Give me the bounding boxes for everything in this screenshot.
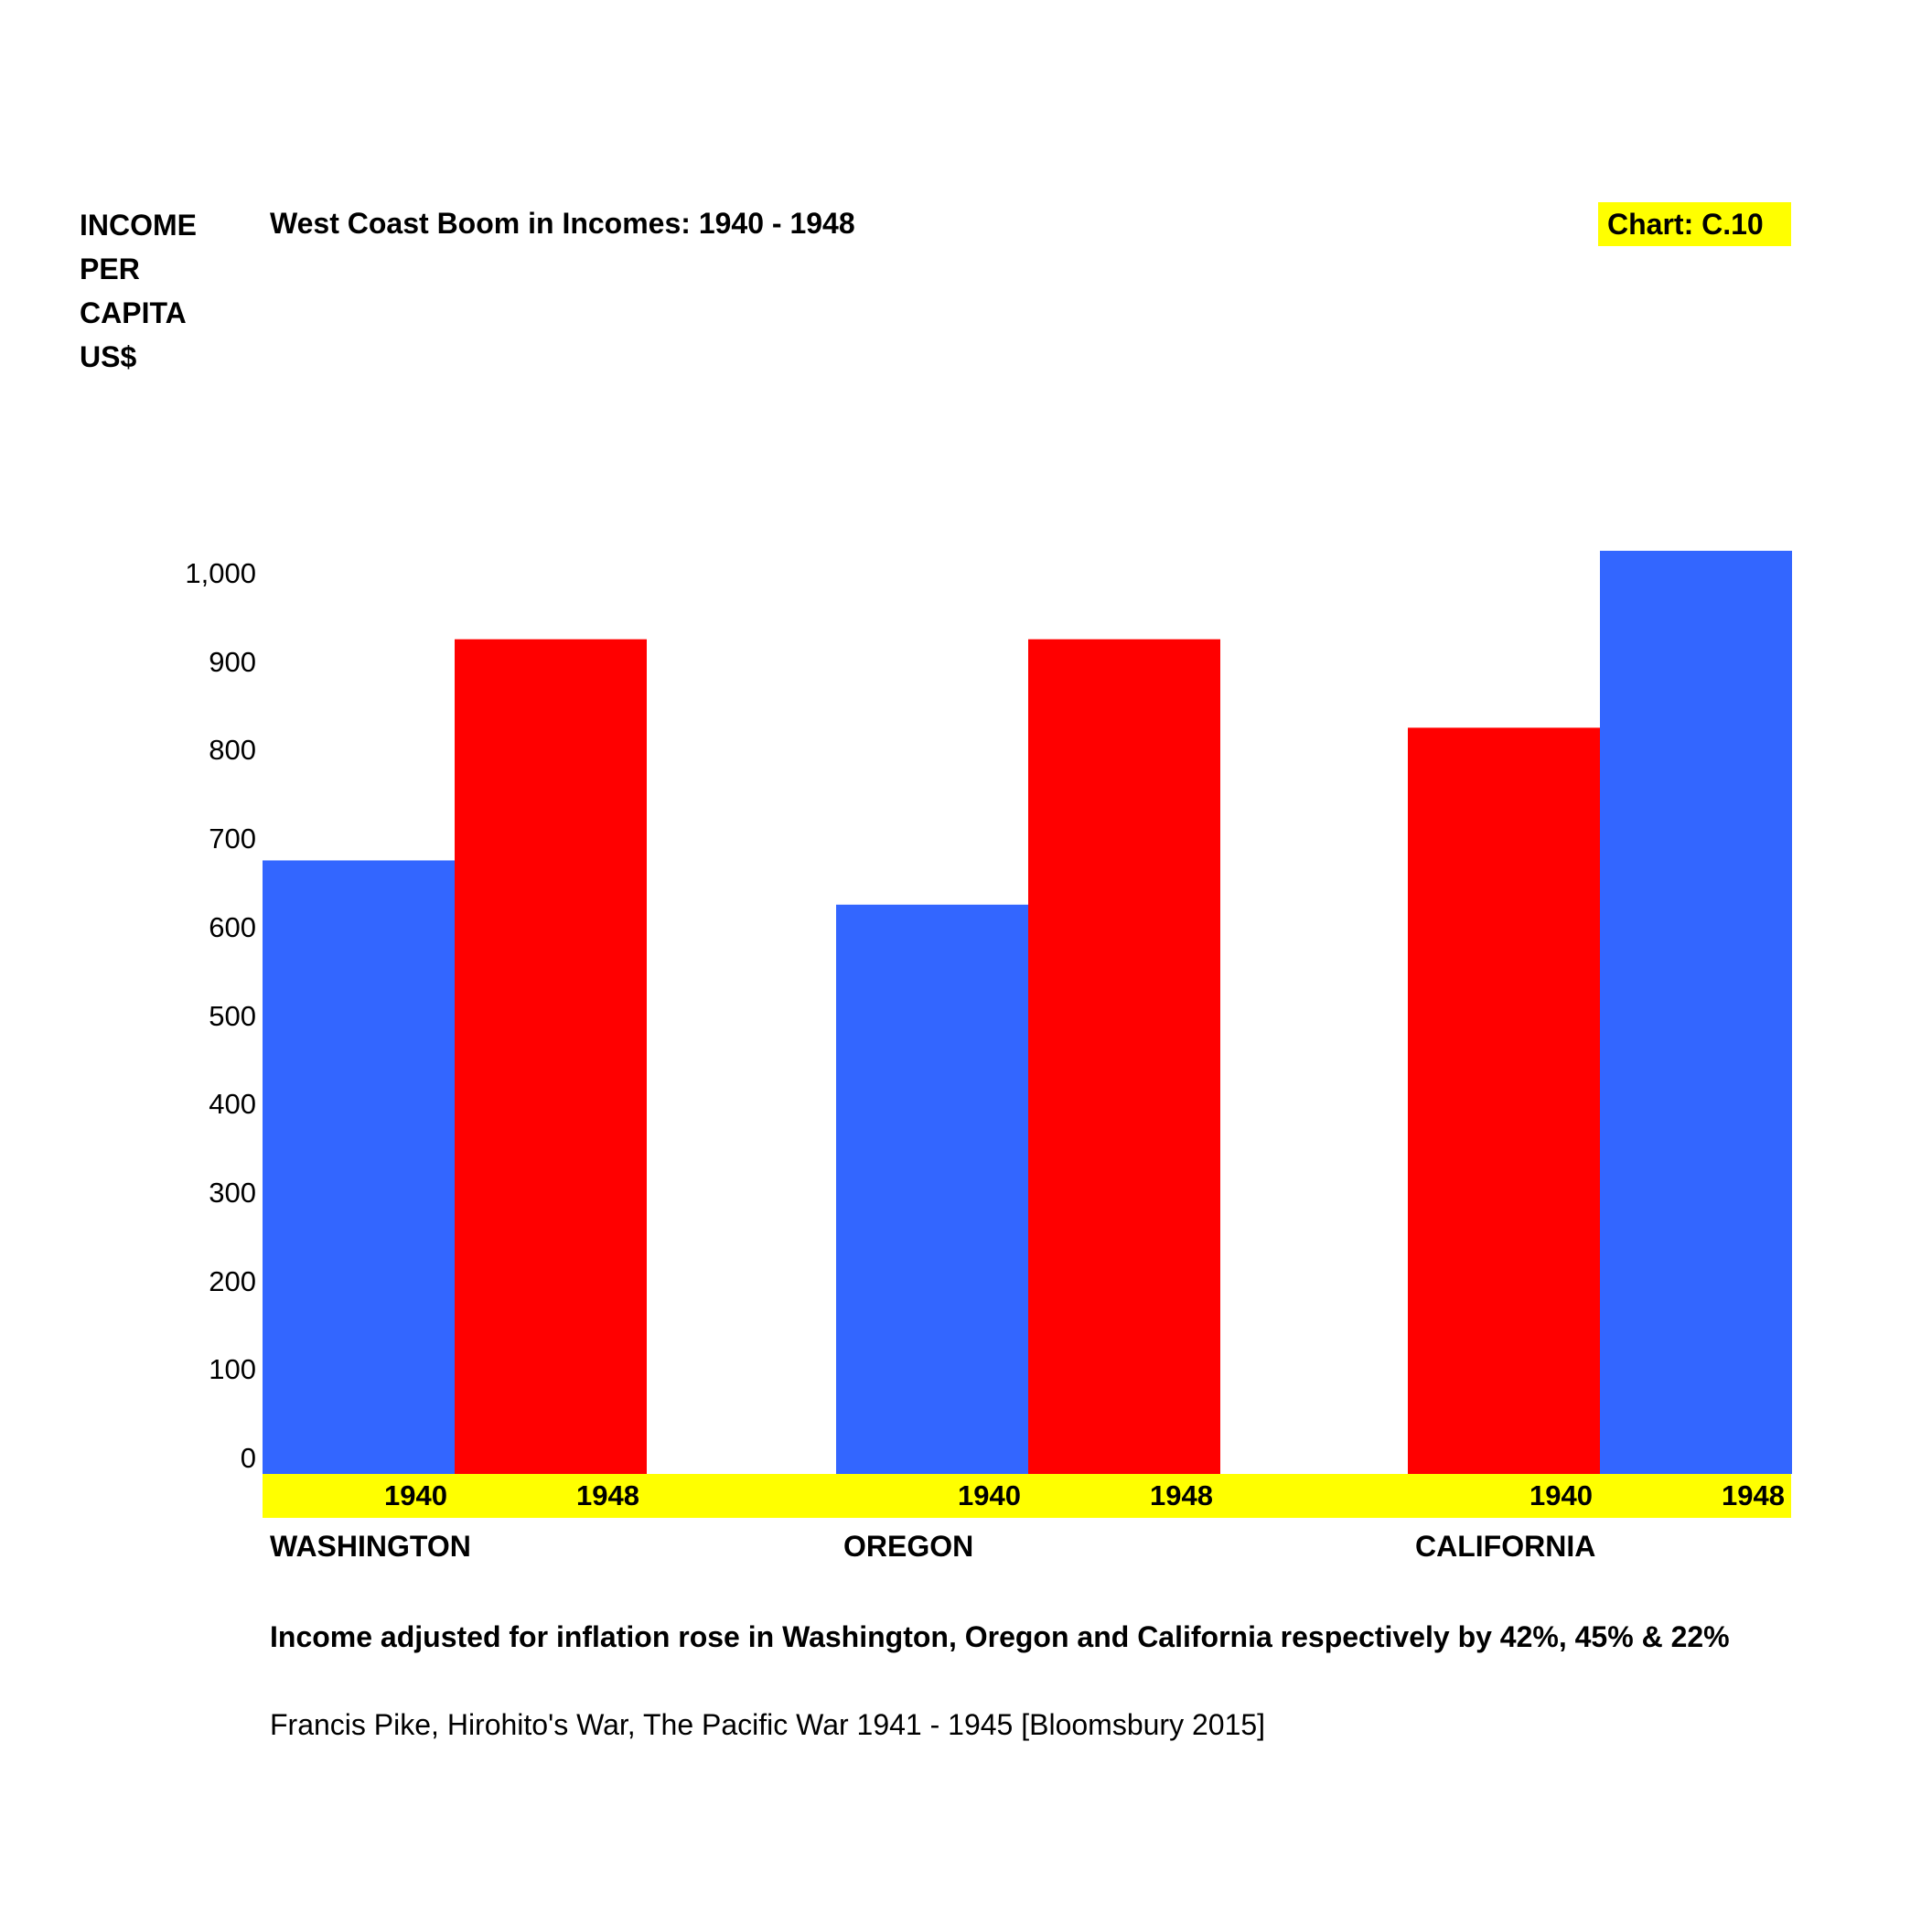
year-label: 1948 xyxy=(1722,1479,1785,1511)
y-tick-label: 400 xyxy=(209,1088,256,1121)
y-tick-label: 900 xyxy=(209,645,256,678)
chart-number-badge: Chart: C.10 xyxy=(1598,202,1791,246)
y-tick-label: 700 xyxy=(209,823,256,855)
y-axis-title: INCOME PER CAPITA US$ xyxy=(80,203,197,379)
y-tick-label: 200 xyxy=(209,1264,256,1297)
y-axis-title-line: PER xyxy=(80,253,140,285)
bar-washington-1948 xyxy=(455,639,647,1474)
y-tick-label: 500 xyxy=(209,999,256,1032)
bar-oregon-1940 xyxy=(836,904,1028,1474)
y-tick-label: 1,000 xyxy=(185,557,256,589)
y-tick-label: 800 xyxy=(209,734,256,767)
bar-washington-1940 xyxy=(263,860,455,1474)
bar-california-1948 xyxy=(1600,550,1792,1474)
category-label: OREGON xyxy=(843,1530,974,1563)
x-axis-band xyxy=(263,1474,1791,1518)
bar-oregon-1948 xyxy=(1028,639,1220,1474)
category-label: WASHINGTON xyxy=(270,1530,471,1563)
y-tick-label: 0 xyxy=(240,1442,256,1474)
year-label: 1940 xyxy=(1530,1479,1593,1511)
source-citation: Francis Pike, Hirohito's War, The Pacifi… xyxy=(270,1708,1266,1741)
category-label: CALIFORNIA xyxy=(1415,1530,1596,1563)
year-label: 1948 xyxy=(1150,1479,1213,1511)
y-axis-title-line: CAPITA xyxy=(80,296,187,329)
y-tick-label: 100 xyxy=(209,1353,256,1386)
chart-title: West Coast Boom in Incomes: 1940 - 1948 xyxy=(270,207,855,240)
y-axis-title-line: INCOME xyxy=(80,209,197,242)
y-tick-label: 300 xyxy=(209,1176,256,1209)
year-label: 1940 xyxy=(958,1479,1021,1511)
bar-california-1940 xyxy=(1408,727,1600,1474)
year-label: 1948 xyxy=(576,1479,639,1511)
year-label: 1940 xyxy=(384,1479,447,1511)
footnote: Income adjusted for inflation rose in Wa… xyxy=(270,1620,1730,1653)
y-axis-title-line: US$ xyxy=(80,340,137,373)
y-tick-label: 600 xyxy=(209,910,256,943)
